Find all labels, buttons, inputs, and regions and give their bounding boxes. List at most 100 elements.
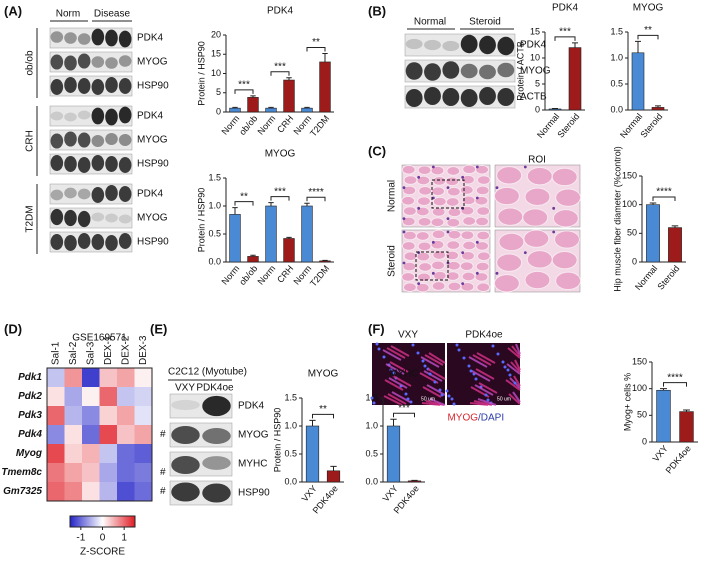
heatmap-cell bbox=[64, 425, 82, 444]
y-tick-label: 100 bbox=[622, 199, 637, 209]
muscle-fiber bbox=[475, 164, 490, 175]
blot-band bbox=[50, 79, 64, 95]
nucleus bbox=[523, 165, 527, 169]
blot-band bbox=[105, 235, 118, 251]
nucleus bbox=[552, 230, 556, 234]
condition-label: ob/ob bbox=[25, 50, 36, 75]
heatmap-cell bbox=[64, 387, 82, 406]
blot-band bbox=[77, 157, 91, 173]
image-label: VXY bbox=[398, 330, 418, 341]
significance-bracket bbox=[312, 413, 334, 419]
muscle-fiber bbox=[523, 229, 550, 248]
fiber bbox=[512, 391, 521, 403]
muscle-fiber bbox=[402, 206, 417, 216]
muscle-fiber bbox=[417, 216, 432, 227]
fiber bbox=[429, 398, 446, 406]
dapi-nucleus bbox=[486, 398, 490, 402]
error-bar bbox=[268, 106, 274, 109]
y-tick-label: 0.0 bbox=[365, 476, 378, 486]
x-tick-label: PDK4oe bbox=[664, 443, 693, 475]
group-label: Norm bbox=[56, 9, 80, 20]
fiber bbox=[476, 352, 496, 364]
blot-band bbox=[497, 62, 515, 78]
heatmap-cell bbox=[82, 368, 100, 387]
dapi-nucleus bbox=[440, 393, 444, 397]
error-bar bbox=[671, 225, 679, 228]
heatmap-cell bbox=[99, 368, 117, 387]
blot-band bbox=[64, 156, 77, 172]
x-tick-label: VXY bbox=[651, 443, 670, 463]
blot-band bbox=[105, 29, 118, 47]
fiber bbox=[385, 363, 405, 375]
muscle-fiber bbox=[554, 230, 580, 249]
band-label: PDK4 bbox=[137, 189, 164, 200]
roi-label: ROI bbox=[528, 155, 546, 166]
muscle-fiber bbox=[460, 281, 475, 292]
muscle-fiber bbox=[460, 205, 475, 216]
blot-band bbox=[118, 214, 132, 224]
dapi-nucleus bbox=[447, 394, 451, 398]
error-bar bbox=[635, 40, 641, 53]
x-tick-label: Norm bbox=[220, 263, 242, 286]
muscle-fiber bbox=[417, 272, 431, 283]
muscle-fiber bbox=[402, 282, 417, 293]
blot-band bbox=[50, 208, 64, 226]
panel-label: (A) bbox=[4, 3, 22, 18]
nucleus bbox=[446, 230, 450, 234]
y-axis-label: Myog+ cells % bbox=[622, 373, 632, 431]
blot-band bbox=[77, 110, 91, 120]
condition-label: T2DM bbox=[25, 205, 36, 232]
muscle-fiber bbox=[446, 240, 461, 250]
blot-band bbox=[424, 39, 441, 51]
heatmap-cell bbox=[82, 444, 100, 463]
blot-band bbox=[118, 106, 132, 124]
error-bar bbox=[304, 202, 310, 206]
bar bbox=[326, 470, 341, 483]
heatmap-cell bbox=[82, 482, 100, 501]
significance-bracket bbox=[234, 89, 254, 94]
error-bar bbox=[232, 207, 238, 215]
nucleus bbox=[523, 251, 527, 255]
error-bar bbox=[322, 52, 328, 62]
dapi-nucleus bbox=[370, 396, 374, 400]
muscle-fiber bbox=[432, 270, 447, 281]
y-tick-label: 0.0 bbox=[610, 104, 623, 114]
muscle-fiber bbox=[402, 185, 417, 196]
blot-band bbox=[105, 133, 118, 145]
heatmap-cell bbox=[99, 444, 117, 463]
blot-band bbox=[64, 235, 77, 251]
fiber bbox=[392, 375, 412, 387]
muscle-fiber bbox=[431, 229, 446, 240]
muscle-fiber bbox=[460, 230, 475, 241]
muscle-fiber bbox=[462, 216, 477, 226]
blot-band bbox=[171, 482, 200, 502]
nucleus bbox=[495, 186, 499, 190]
chart-title: GSE169571 bbox=[72, 333, 127, 344]
colorbar bbox=[69, 515, 136, 528]
heatmap-cell bbox=[99, 406, 117, 425]
bar bbox=[407, 480, 422, 483]
dapi-nucleus bbox=[382, 355, 386, 359]
y-tick-label: 0.5 bbox=[365, 448, 378, 458]
error-bar bbox=[250, 254, 256, 257]
x-tick-label: Steroid bbox=[638, 111, 664, 139]
blot-band bbox=[91, 212, 105, 222]
dapi-nucleus bbox=[457, 348, 461, 352]
blot-band bbox=[91, 155, 105, 171]
error-bar bbox=[268, 202, 274, 206]
muscle-fiber bbox=[496, 253, 523, 272]
blot-band bbox=[64, 77, 77, 93]
muscle-fiber bbox=[447, 207, 462, 218]
significance-label: ** bbox=[644, 25, 652, 36]
blot-band bbox=[50, 111, 64, 121]
muscle-fiber bbox=[403, 251, 418, 262]
fiber bbox=[511, 345, 521, 357]
heatmap-cell bbox=[117, 425, 135, 444]
colorbar-label: Z-SCORE bbox=[80, 547, 125, 558]
row-label: Pdk4 bbox=[18, 429, 42, 440]
heatmap-cell bbox=[64, 482, 82, 501]
fiber bbox=[508, 393, 521, 405]
y-tick-label: 20 bbox=[211, 29, 221, 39]
muscle-fiber bbox=[551, 250, 578, 270]
significance-label: **** bbox=[308, 187, 324, 198]
